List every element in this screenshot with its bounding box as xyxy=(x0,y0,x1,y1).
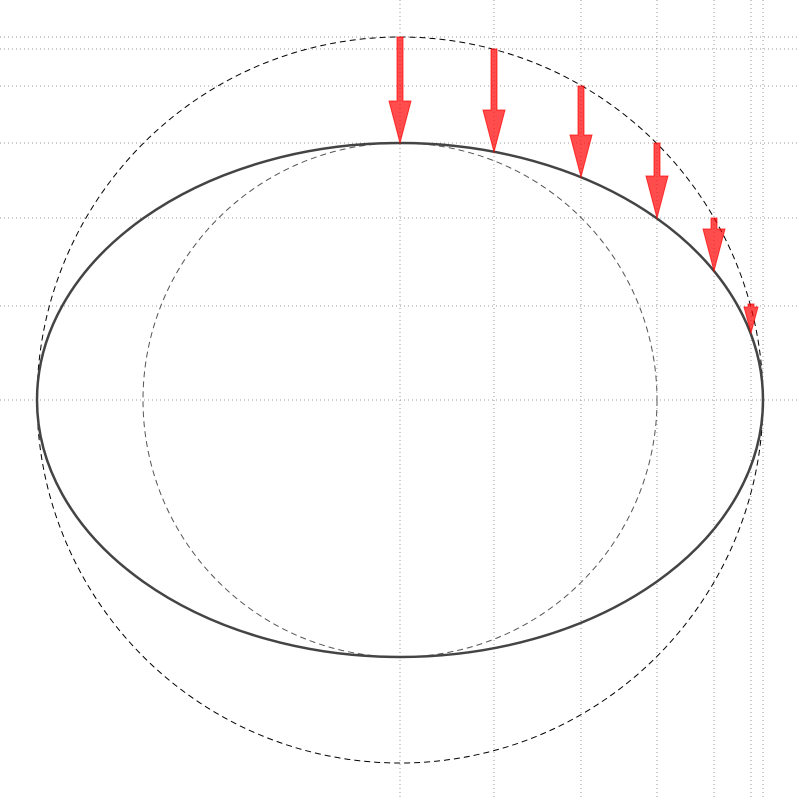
arrow xyxy=(645,142,669,220)
arrow xyxy=(388,36,412,145)
arrows xyxy=(388,36,759,335)
arrow xyxy=(482,48,506,154)
arrow xyxy=(702,217,726,273)
arrow xyxy=(569,85,593,179)
arrow xyxy=(743,303,759,335)
